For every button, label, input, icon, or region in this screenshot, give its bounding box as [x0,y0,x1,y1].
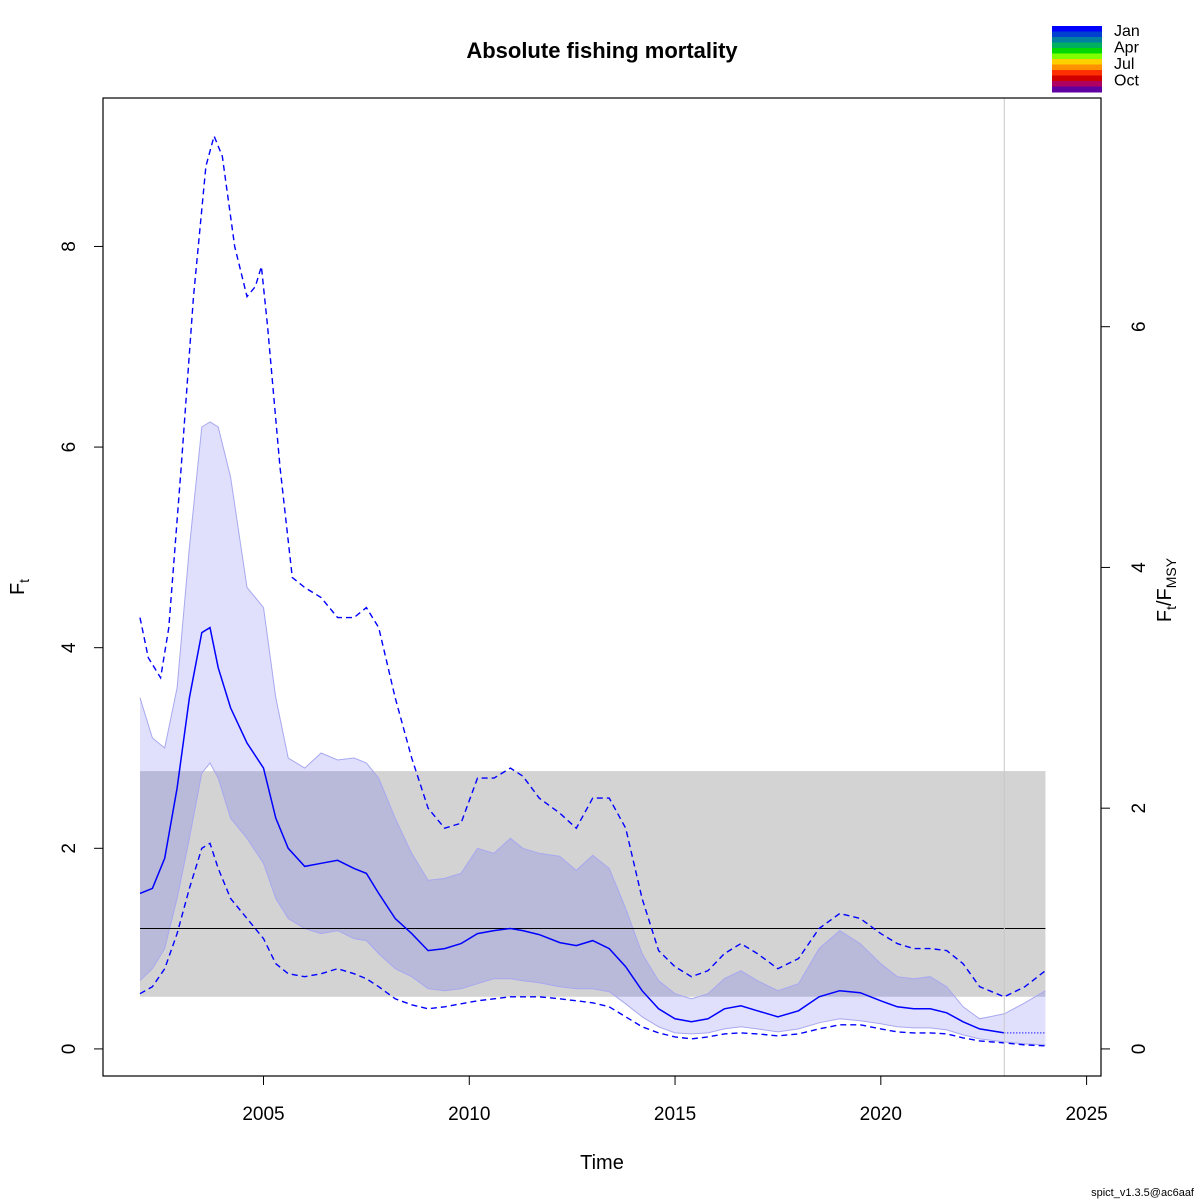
legend-label: Jul [1114,56,1134,73]
legend-swatch [1052,37,1102,43]
legend-swatch [1052,42,1102,49]
x-tick-label: 2015 [654,1104,696,1125]
legend-label: Oct [1114,73,1139,90]
x-tick-label: 2010 [448,1104,490,1125]
ci-lower-dashed-line [139,842,1046,1047]
ci-upper-dashed-line [139,133,1046,998]
y-axis-label: Ft [7,579,32,595]
legend-swatch [1052,48,1102,54]
axes: 2005 2010 2015 2020 2025 0 2 4 6 8 0 2 4 6 [59,241,1150,1125]
legend-swatch [1052,31,1102,38]
legend-label: Jan [1114,23,1140,40]
y-tick-label: 4 [59,642,80,653]
y-tick-label: 6 [59,442,80,453]
legend-swatch [1052,81,1102,87]
legend-swatch [1052,86,1102,93]
y-tick-label: 8 [59,241,80,252]
y-tick-label: 0 [59,1044,80,1055]
y2-axis-label: Ft/FMSY [1154,557,1179,622]
legend-swatch [1052,75,1102,82]
legend-label: Apr [1114,40,1140,57]
chart-title: Absolute fishing mortality [466,38,738,63]
estimate-line [139,626,1005,1034]
plot-area [139,98,1046,1076]
x-axis-label: Time [580,1152,624,1174]
y2-tick-label: 2 [1129,803,1150,814]
ci-upper-edge [139,421,1046,1020]
x-tick-label: 2025 [1065,1104,1107,1125]
x-tick-label: 2020 [860,1104,902,1125]
version-footnote: spict_v1.3.5@ac6aaf [1091,1187,1195,1199]
legend-swatch [1052,59,1102,65]
x-tick-label: 2005 [242,1104,284,1125]
legend-swatch [1052,70,1102,76]
legend-swatch [1052,53,1102,60]
y2-tick-label: 4 [1129,562,1150,573]
legend-swatch [1052,64,1102,71]
ci-lower-edge [139,762,1046,1046]
y2-tick-label: 6 [1129,321,1150,332]
legend-swatch [1052,26,1102,32]
y2-tick-label: 0 [1129,1044,1150,1055]
y-tick-label: 2 [59,843,80,854]
